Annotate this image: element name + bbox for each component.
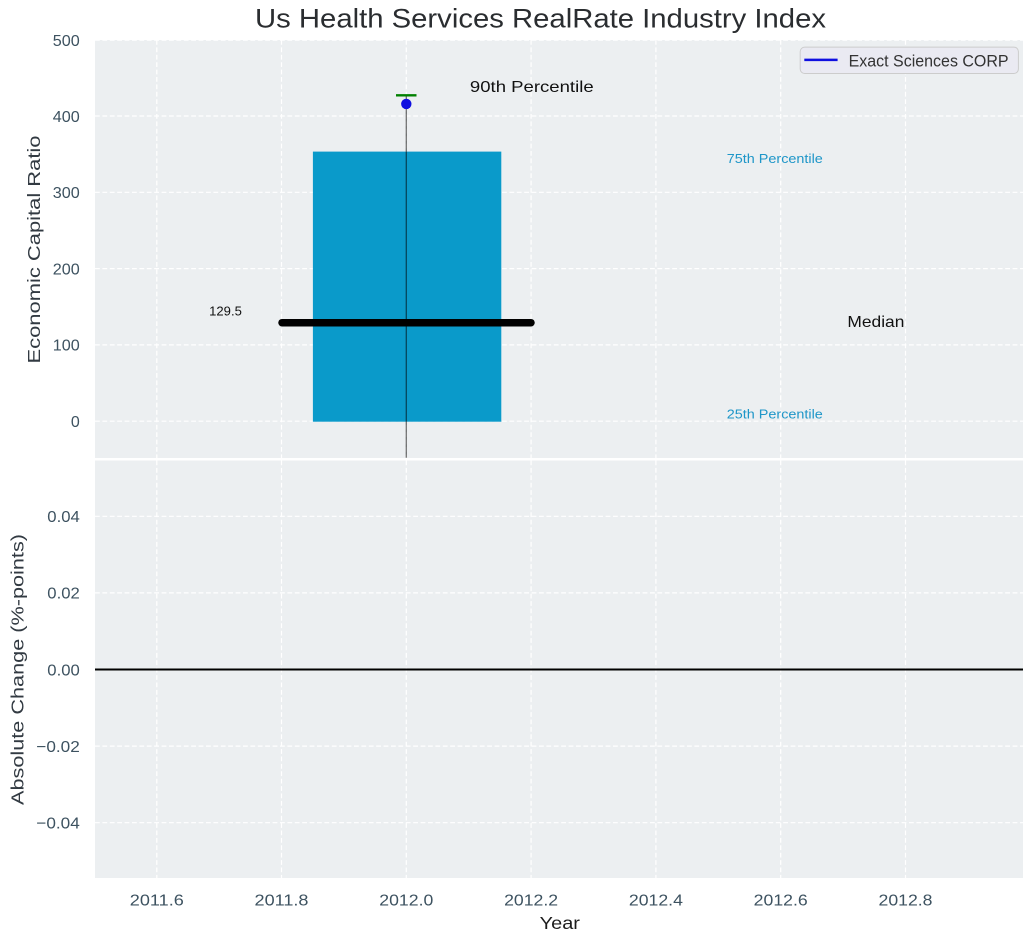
svg-text:129.5: 129.5: [209, 304, 242, 318]
svg-text:90th Percentile: 90th Percentile: [470, 79, 594, 96]
svg-text:2011.8: 2011.8: [255, 893, 309, 910]
svg-text:2012.0: 2012.0: [379, 893, 433, 910]
svg-text:400: 400: [53, 109, 80, 126]
svg-text:2012.2: 2012.2: [504, 893, 558, 910]
svg-text:−0.04: −0.04: [36, 816, 80, 833]
svg-text:200: 200: [53, 261, 80, 278]
svg-text:Economic Capital Ratio: Economic Capital Ratio: [24, 136, 44, 364]
svg-text:500: 500: [53, 33, 80, 50]
svg-text:Median: Median: [847, 314, 904, 331]
svg-text:2012.8: 2012.8: [879, 893, 933, 910]
svg-text:Absolute Change (%-points): Absolute Change (%-points): [8, 534, 28, 805]
svg-text:−0.02: −0.02: [36, 739, 80, 756]
svg-text:0.00: 0.00: [47, 662, 80, 679]
svg-text:0.04: 0.04: [47, 509, 80, 526]
svg-text:0.02: 0.02: [47, 586, 80, 603]
svg-text:2012.6: 2012.6: [754, 893, 808, 910]
svg-text:75th Percentile: 75th Percentile: [727, 151, 823, 166]
svg-text:25th Percentile: 25th Percentile: [727, 407, 823, 422]
svg-text:2012.4: 2012.4: [629, 893, 683, 910]
svg-text:0: 0: [71, 414, 80, 431]
svg-text:Year: Year: [540, 913, 580, 933]
svg-text:100: 100: [53, 338, 80, 355]
svg-text:Exact Sciences CORP: Exact Sciences CORP: [849, 52, 1009, 70]
svg-text:2011.6: 2011.6: [130, 893, 184, 910]
svg-text:Us Health Services RealRate In: Us Health Services RealRate Industry Ind…: [255, 3, 827, 33]
svg-text:300: 300: [53, 185, 80, 202]
